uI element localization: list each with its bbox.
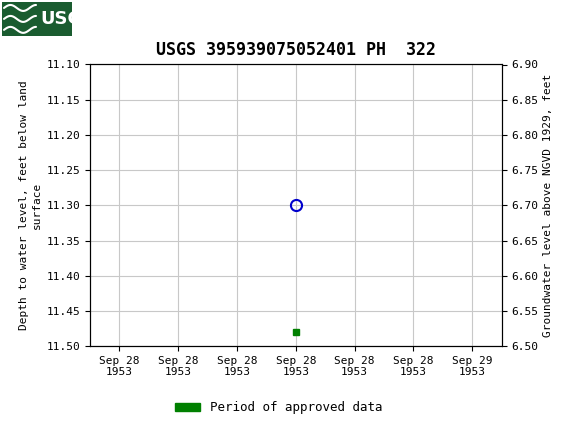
Y-axis label: Groundwater level above NGVD 1929, feet: Groundwater level above NGVD 1929, feet (542, 74, 553, 337)
Title: USGS 395939075052401 PH  322: USGS 395939075052401 PH 322 (156, 41, 436, 59)
Y-axis label: Depth to water level, feet below land
surface: Depth to water level, feet below land su… (19, 80, 42, 330)
Text: USGS: USGS (40, 10, 95, 28)
Bar (2, 2, 72, 36)
Legend: Period of approved data: Period of approved data (169, 396, 387, 419)
